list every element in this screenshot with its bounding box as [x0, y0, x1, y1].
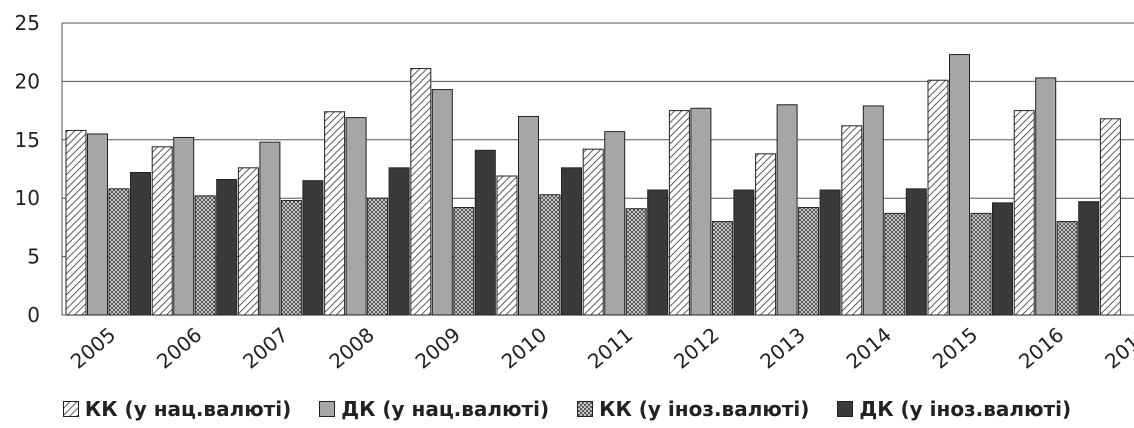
- bar-1-2006: [151, 146, 173, 316]
- x-tick-label: 2013: [755, 322, 809, 373]
- legend-item: КК (у іноз.валюті): [577, 397, 809, 421]
- bar-1-2014: [841, 125, 863, 316]
- bar-2-2013: [776, 104, 798, 316]
- x-tick-label: 2011: [583, 322, 637, 373]
- x-tick-labels: 2005 2006 2007 2008 2009 2010 2011 2012 2013 2014…: [66, 322, 1134, 373]
- y-tick-label: 20: [15, 69, 40, 93]
- bar-4-2008: [388, 167, 410, 316]
- bar-4-2010: [561, 167, 582, 316]
- bar-4-2009: [474, 149, 496, 316]
- legend-swatch: [577, 401, 594, 417]
- bar-2-2014: [862, 105, 884, 316]
- legend-label: КК (у нац.валюті): [84, 397, 292, 421]
- x-tick-label: 2010: [497, 322, 551, 373]
- bar-2-2009: [431, 89, 453, 316]
- legend: КК (у нац.валюті) ДК (у нац.валюті) КК (у …: [0, 392, 1134, 426]
- bar-3-2008: [367, 197, 389, 316]
- legend-item: КК (у нац.валюті): [62, 397, 292, 421]
- x-tick-label: 2015: [928, 322, 982, 373]
- legend-item: ДК (у нац.валюті): [319, 397, 549, 421]
- legend-swatch: [319, 401, 336, 417]
- bar-2-2015: [949, 54, 970, 316]
- x-tick-label: 2006: [152, 322, 206, 373]
- x-tick-label: 2009: [411, 322, 465, 373]
- bar-3-2007: [280, 200, 302, 316]
- y-tick-labels: 0 5 10 15 20 25: [15, 11, 40, 327]
- y-tick-label: 10: [15, 186, 40, 210]
- bar-3-2010: [539, 194, 561, 316]
- bar-4-2005: [130, 172, 151, 316]
- bar-1-2007: [237, 167, 259, 316]
- bars: [65, 54, 1121, 316]
- bar-2-2007: [259, 141, 281, 316]
- x-tick-label: 2014: [842, 322, 896, 373]
- bar-1-2005: [65, 129, 87, 316]
- legend-label: КК (у іноз.валюті): [599, 397, 810, 421]
- y-tick-label: 15: [15, 128, 40, 152]
- y-tick-label: 25: [15, 11, 40, 35]
- bar-2-2010: [518, 115, 539, 316]
- y-tick-label: 5: [27, 245, 40, 269]
- bar-4-2007: [302, 180, 324, 316]
- bar-3-2014: [884, 212, 906, 316]
- legend-swatch: [62, 401, 79, 417]
- bar-2-2008: [345, 117, 367, 316]
- bar-3-2012: [711, 221, 733, 316]
- bar-1-2008: [324, 111, 346, 316]
- bar-4-2012: [733, 189, 755, 316]
- legend-swatch: [837, 401, 854, 417]
- bar-3-2016: [1056, 221, 1078, 316]
- bar-1-2012: [668, 110, 690, 316]
- x-tick-label: 2005: [66, 322, 120, 373]
- bar-2-2005: [87, 133, 108, 316]
- bar-2-2011: [604, 131, 626, 316]
- bar-3-2011: [625, 208, 647, 316]
- legend-label: ДК (у нац.валюті): [341, 397, 550, 421]
- bar-3-2009: [453, 207, 475, 316]
- bar-2-2016: [1035, 77, 1057, 316]
- x-tick-label: 2012: [669, 322, 723, 373]
- bar-2-2012: [690, 107, 712, 316]
- y-tick-label: 0: [27, 303, 40, 327]
- bar-3-2013: [798, 207, 820, 316]
- bar-4-2011: [647, 189, 669, 316]
- bar-4-2016: [1078, 201, 1100, 316]
- bar-4-2006: [216, 179, 238, 316]
- bar-1-2015: [927, 79, 949, 316]
- bar-1-2013: [755, 153, 777, 316]
- bar-4-2014: [905, 188, 927, 316]
- x-tick-label: 2016: [1014, 322, 1068, 373]
- bar-1-2016: [1013, 110, 1035, 316]
- bar-3-2015: [970, 212, 992, 316]
- bar-1-2009: [410, 68, 432, 316]
- legend-label: ДК (у іноз.валюті): [859, 397, 1072, 421]
- legend-item: ДК (у іноз.валюті): [837, 397, 1071, 421]
- bar-3-2005: [108, 188, 130, 316]
- x-tick-label: 2017: [1100, 322, 1134, 373]
- bar-2-2006: [173, 136, 195, 316]
- bar-1-2010: [496, 175, 518, 316]
- bar-3-2006: [194, 195, 216, 316]
- bar-1-2017: [1099, 118, 1121, 316]
- bar-1-2011: [582, 148, 604, 316]
- x-tick-label: 2008: [324, 322, 378, 373]
- bar-4-2013: [819, 189, 841, 316]
- x-tick-label: 2007: [238, 322, 292, 373]
- bar-4-2015: [992, 202, 1013, 316]
